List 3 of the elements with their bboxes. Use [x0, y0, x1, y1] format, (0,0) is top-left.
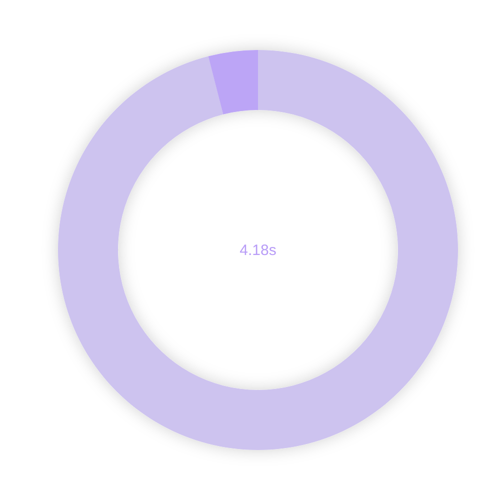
donut-slice: [208, 50, 258, 114]
donut-slice: [58, 50, 458, 450]
text: 4.18s: [240, 242, 276, 259]
